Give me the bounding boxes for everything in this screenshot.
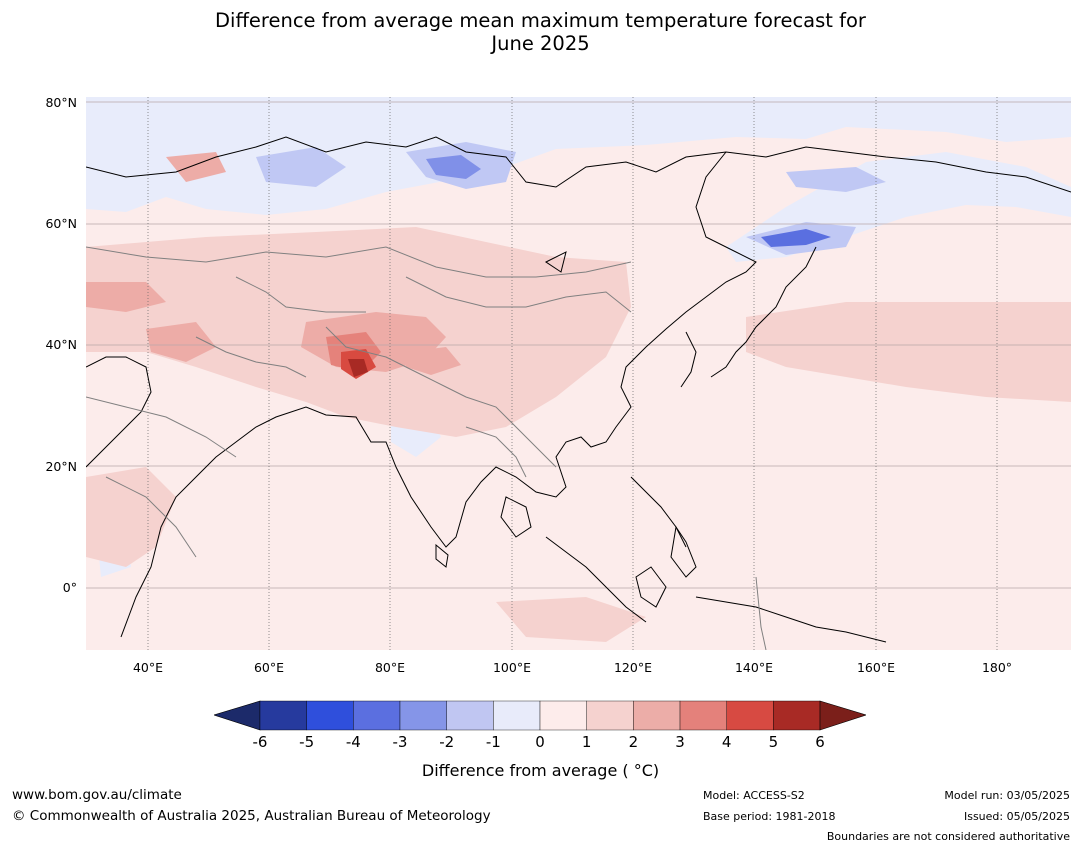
website-link[interactable]: www.bom.gov.au/climate [12, 787, 182, 803]
lat-label-0: 0° [62, 580, 77, 595]
colorbar [214, 700, 866, 731]
anomaly-tibet-warm-5 [348, 359, 368, 377]
issued-text: Issued: 05/05/2025 [963, 810, 1070, 823]
colorbar-bin [679, 700, 727, 731]
anomaly-east-cool-patch [786, 167, 886, 192]
colorbar-tick-label: -5 [299, 733, 315, 751]
lon-label-60e: 60°E [253, 660, 285, 675]
colorbar-bin [726, 700, 774, 731]
coastlines [86, 136, 1071, 643]
colorbar-over-arrow [819, 700, 866, 731]
anomaly-kamchatka-cool-3 [761, 229, 831, 247]
colorbar-tick-label: -6 [252, 733, 268, 751]
lon-label-160e: 160°E [856, 660, 895, 675]
colorbar-bin [493, 700, 541, 731]
lon-label-120e: 120°E [613, 660, 652, 675]
colorbar-tick-label: -1 [485, 733, 501, 751]
anomaly-africa-warm-1 [86, 467, 176, 567]
colorbar-bin [773, 700, 821, 731]
colorbar-label: Difference from average ( °C) [421, 761, 660, 780]
colorbar-tick-label: 3 [675, 733, 685, 751]
anomaly-caspian-warm-2 [146, 322, 216, 362]
colorbar-bins [259, 700, 821, 731]
colorbar-tick-label: -2 [439, 733, 455, 751]
anomaly-black-sea-warm-2 [86, 282, 166, 312]
anomaly-indian-ocean-warm [496, 597, 646, 642]
colorbar-bin [539, 700, 587, 731]
lon-label-40e: 40°E [132, 660, 164, 675]
anomaly-west-siberia-cool [256, 147, 346, 187]
map-svg [86, 97, 1071, 650]
colorbar-tick-label: 1 [581, 733, 592, 751]
base-period-text: Base period: 1981-2018 [703, 810, 836, 823]
lon-label-80e: 80°E [374, 660, 406, 675]
colorbar-bin [259, 700, 307, 731]
colorbar-tick-label: -4 [345, 733, 361, 751]
anomaly-arctic-warm-patch [166, 152, 226, 182]
model-run-text: Model run: 03/05/2025 [944, 789, 1070, 802]
colorbar-under-arrow [214, 700, 261, 731]
lat-label-20n: 20°N [45, 459, 77, 474]
anomaly-siberia-cool-3 [426, 155, 481, 179]
title-line-1: Difference from average mean maximum tem… [215, 9, 866, 32]
anomaly-pacific-warm-1 [746, 302, 1071, 402]
lat-label-80n: 80°N [45, 95, 77, 110]
colorbar-bin [446, 700, 494, 731]
lon-label-140e: 140°E [734, 660, 773, 675]
copyright-text: © Commonwealth of Australia 2025, Austra… [12, 808, 491, 824]
colorbar-tick-label: 4 [721, 733, 732, 751]
colorbar-tick-label: 5 [768, 733, 779, 751]
lon-label-100e: 100°E [492, 660, 531, 675]
title-line-2: June 2025 [491, 32, 590, 55]
disclaimer-text: Boundaries are not considered authoritat… [826, 830, 1070, 843]
lon-label-180: 180° [981, 660, 1013, 675]
anomaly-mongolia-warm-2 [406, 347, 461, 375]
colorbar-bin [353, 700, 401, 731]
anomaly-arctic-cool [86, 97, 1071, 215]
colorbar-bin [586, 700, 634, 731]
lat-label-40n: 40°N [45, 337, 77, 352]
model-text: Model: ACCESS-S2 [703, 789, 805, 802]
colorbar-bin [399, 700, 447, 731]
forecast-map [86, 97, 1071, 650]
colorbar-tick-label: 0 [535, 733, 545, 751]
colorbar-tick-label: 2 [628, 733, 639, 751]
colorbar-tick-label: -3 [392, 733, 408, 751]
colorbar-bin [306, 700, 354, 731]
longitude-gridlines [147, 97, 998, 650]
chart-title: Difference from average mean maximum tem… [0, 9, 1081, 55]
country-boundaries [86, 246, 767, 650]
latitude-gridlines [86, 101, 1071, 589]
colorbar-bin [633, 700, 681, 731]
lat-label-60n: 60°N [45, 216, 77, 231]
colorbar-tick-label: 6 [815, 733, 825, 751]
